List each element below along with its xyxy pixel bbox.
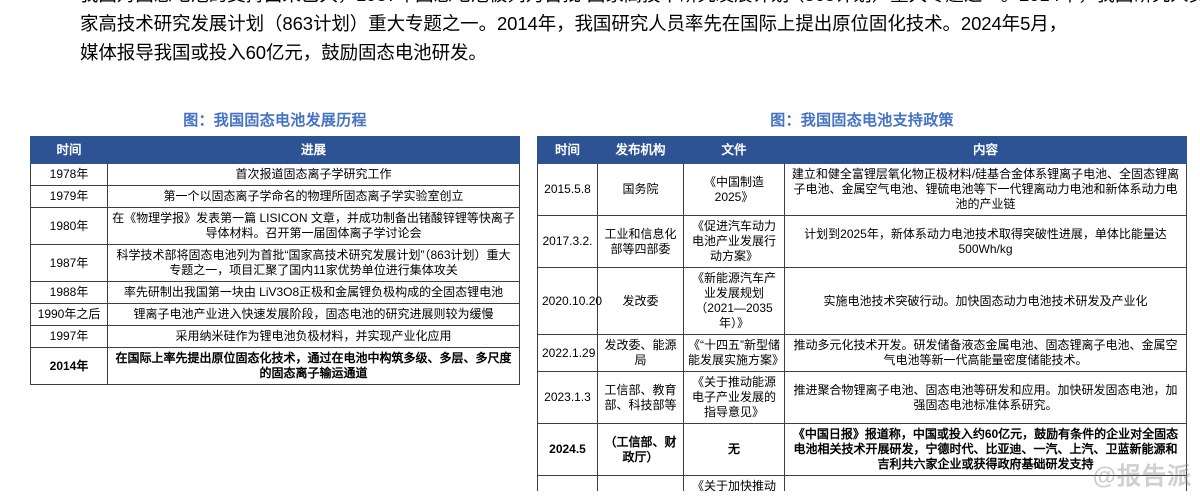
- cell-document: 《中国制造2025》: [683, 163, 785, 216]
- cell-time: 2022.1.29: [537, 334, 598, 372]
- cell-agency: 发改委: [597, 267, 684, 335]
- table-row: 2023.1.3 工信部、教育部、科技部等 《关于推动能源电子产业发展的指导意见》推…: [537, 371, 1187, 424]
- cell-agency: [597, 475, 684, 491]
- intro-line-2: 家高技术研究发展计划（863计划）重大专题之一。2014年，我国研究人员率先在国…: [80, 13, 1068, 34]
- cell-content: 建立和健全富锂层氧化物正极材料/硅基合金体系锂离子电池、全固态锂离子电池、金属空…: [784, 163, 1187, 216]
- cell-progress: 在国际上率先提出原位固态化技术，通过在电池中构筑多级、多层、多尺度的固态离子输运…: [107, 347, 520, 385]
- column-header-content: 内容: [784, 136, 1187, 164]
- cell-content: 《中国日报》报道称，中国或投入约60亿元，鼓励有条件的企业对全固态电池相关技术开…: [784, 423, 1187, 476]
- cell-agency: （工信部、财政厅）: [597, 423, 684, 476]
- cell-progress: 在《物理学报》发表第一篇 LISICON 文章，并成功制备出锗酸锌锂等快离子导体…: [107, 207, 520, 245]
- cell-time: 2015.5.8: [537, 163, 598, 216]
- table-row: 2024.5 （工信部、财政厅）无《中国日报》报道称，中国或投入约60亿元，鼓励有…: [537, 423, 1187, 476]
- right-table-body: 2015.5.8 国务院 《中国制造2025》 建立和健全富锂层氧化物正极材料/硅基合…: [537, 163, 1187, 491]
- table-row: 1987年 科学技术部将固态电池列为首批“国家高技术研究发展计划”（863计划）重…: [30, 244, 520, 282]
- cell-time: 2024.5: [537, 423, 598, 476]
- cell-agency: 国务院: [597, 163, 684, 216]
- cell-progress: 锂离子电池产业进入快速发展阶段，固态电池的研究进展则较为缓慢: [107, 303, 520, 326]
- column-header-agency: 发布机构: [597, 136, 684, 164]
- solid-state-battery-history-table: 时间 进展 1978年 首次报道固态离子学研究工作 1979年 第一个以固态离子学命名…: [30, 136, 520, 385]
- left-table-clip: 时间 进展 1978年 首次报道固态离子学研究工作 1979年 第一个以固态离子学命名…: [30, 136, 520, 496]
- column-header-document: 文件: [683, 136, 785, 164]
- column-header-time: 时间: [30, 136, 108, 164]
- cell-content: 推进聚合物锂离子电池、固态电池等研发和应用。加快研发固态电池，加强固态电池标准体…: [784, 371, 1187, 424]
- intro-paragraph: 我国对固态电池的支持由来已久，1987年固态电池被列为首批“国家高技术研究发展计…: [80, 0, 1200, 67]
- table-row: 《关于加快推动: [537, 475, 1187, 491]
- cell-time: 2017.3.2.: [537, 215, 598, 268]
- cell-content: [784, 475, 1187, 491]
- cell-time: 1980年: [30, 207, 108, 245]
- table-row: 1988年 率先研制出我国第一块由 LiV3O8正极和金属锂负极构成的全固态锂电池: [30, 281, 520, 304]
- left-panel: 图：我国固态电池发展历程 时间 进展 1978年 首次报道固态离子学研究工作 197…: [30, 112, 520, 496]
- table-row: 1980年 在《物理学报》发表第一篇 LISICON 文章，并成功制备出锗酸锌锂等…: [30, 207, 520, 245]
- cell-time: 1987年: [30, 244, 108, 282]
- column-header-progress: 进展: [107, 136, 520, 164]
- table-row: 1978年 首次报道固态离子学研究工作: [30, 163, 520, 186]
- cell-document: 《“十四五”新型储能发展实施方案》: [683, 334, 785, 372]
- right-panel: 图：我国固态电池支持政策 时间 发布机构 文件 内容 2015.5.8 国务院 《中…: [537, 112, 1187, 491]
- cell-time: 1997年: [30, 325, 108, 348]
- table-row: 2017.3.2. 工业和信息化部等四部委 《促进汽车动力电池产业发展行动方案》 计划…: [537, 215, 1187, 268]
- table-row: 2020.10.20 发改委 《新能源汽车产业发展规划（2021—2035年）》 实施…: [537, 267, 1187, 335]
- cell-progress: 第一个以固态离子学命名的物理所固态离子学实验室创立: [107, 185, 520, 208]
- cell-document: 《新能源汽车产业发展规划（2021—2035年）》: [683, 267, 785, 335]
- solid-state-battery-policy-table: 时间 发布机构 文件 内容 2015.5.8 国务院 《中国制造2025》 建立和健全…: [537, 136, 1187, 491]
- table-row: 1990年之后 锂离子电池产业进入快速发展阶段，固态电池的研究进展则较为缓慢: [30, 303, 520, 326]
- table-header-row: 时间 进展: [30, 136, 520, 164]
- right-panel-title: 图：我国固态电池支持政策: [770, 112, 954, 129]
- table-header-row: 时间 发布机构 文件 内容: [537, 136, 1187, 164]
- cell-progress: 科学技术部将固态电池列为首批“国家高技术研究发展计划”（863计划）重大专题之一…: [107, 244, 520, 282]
- table-row: 2022.1.29 发改委、能源局 《“十四五”新型储能发展实施方案》 推动多元化技术…: [537, 334, 1187, 372]
- cell-agency: 工信部、教育部、科技部等: [597, 371, 684, 424]
- cell-document: 《关于推动能源电子产业发展的指导意见》: [683, 371, 785, 424]
- cell-time: 1978年: [30, 163, 108, 186]
- cell-progress: 首次报道固态离子学研究工作: [107, 163, 520, 186]
- left-table-body: 1978年 首次报道固态离子学研究工作 1979年 第一个以固态离子学命名的物理所固态…: [30, 163, 520, 385]
- cell-document: 《促进汽车动力电池产业发展行动方案》: [683, 215, 785, 268]
- cell-time: 1990年之后: [30, 303, 108, 326]
- cell-content: 计划到2025年，新体系动力电池技术取得突破性进展，单体比能量达500Wh/kg: [784, 215, 1187, 268]
- column-header-time: 时间: [537, 136, 598, 164]
- cell-document: 无: [683, 423, 785, 476]
- intro-line-1: 我国对固态电池的支持由来已久，1987年固态电池被列为首批“国家高技术研究发展计…: [80, 0, 1200, 9]
- cell-progress: 采用纳米硅作为锂电池负极材料，并实现产业化应用: [107, 325, 520, 348]
- cell-time: 2023.1.3: [537, 371, 598, 424]
- table-row: 1997年 采用纳米硅作为锂电池负极材料，并实现产业化应用: [30, 325, 520, 348]
- cell-time: 2014年: [30, 347, 108, 385]
- right-table-clip: 时间 发布机构 文件 内容 2015.5.8 国务院 《中国制造2025》 建立和健全…: [537, 136, 1187, 491]
- intro-line-3: 媒体报导我国或投入60亿元，鼓励固态电池研发。: [80, 42, 487, 63]
- table-row: 1979年 第一个以固态离子学命名的物理所固态离子学实验室创立: [30, 185, 520, 208]
- cell-time: [537, 475, 598, 491]
- cell-time: 2020.10.20: [537, 267, 602, 335]
- left-panel-title: 图：我国固态电池发展历程: [183, 112, 367, 129]
- cell-document: 《关于加快推动: [683, 475, 785, 491]
- cell-content: 实施电池技术突破行动。加快固态动力电池技术研发及产业化: [784, 267, 1187, 335]
- cell-content: 推动多元化技术开发。研发储备液态金属电池、固态锂离子电池、金属空气电池等新一代高…: [784, 334, 1187, 372]
- cell-progress: 率先研制出我国第一块由 LiV3O8正极和金属锂负极构成的全固态锂电池: [107, 281, 520, 304]
- cell-time: 1988年: [30, 281, 108, 304]
- cell-time: 1979年: [30, 185, 108, 208]
- cell-agency: 发改委、能源局: [597, 334, 684, 372]
- cell-agency: 工业和信息化部等四部委: [597, 215, 684, 268]
- table-row: 2014年 在国际上率先提出原位固态化技术，通过在电池中构筑多级、多层、多尺度的固…: [30, 347, 520, 385]
- table-row: 2015.5.8 国务院 《中国制造2025》 建立和健全富锂层氧化物正极材料/硅基合…: [537, 163, 1187, 216]
